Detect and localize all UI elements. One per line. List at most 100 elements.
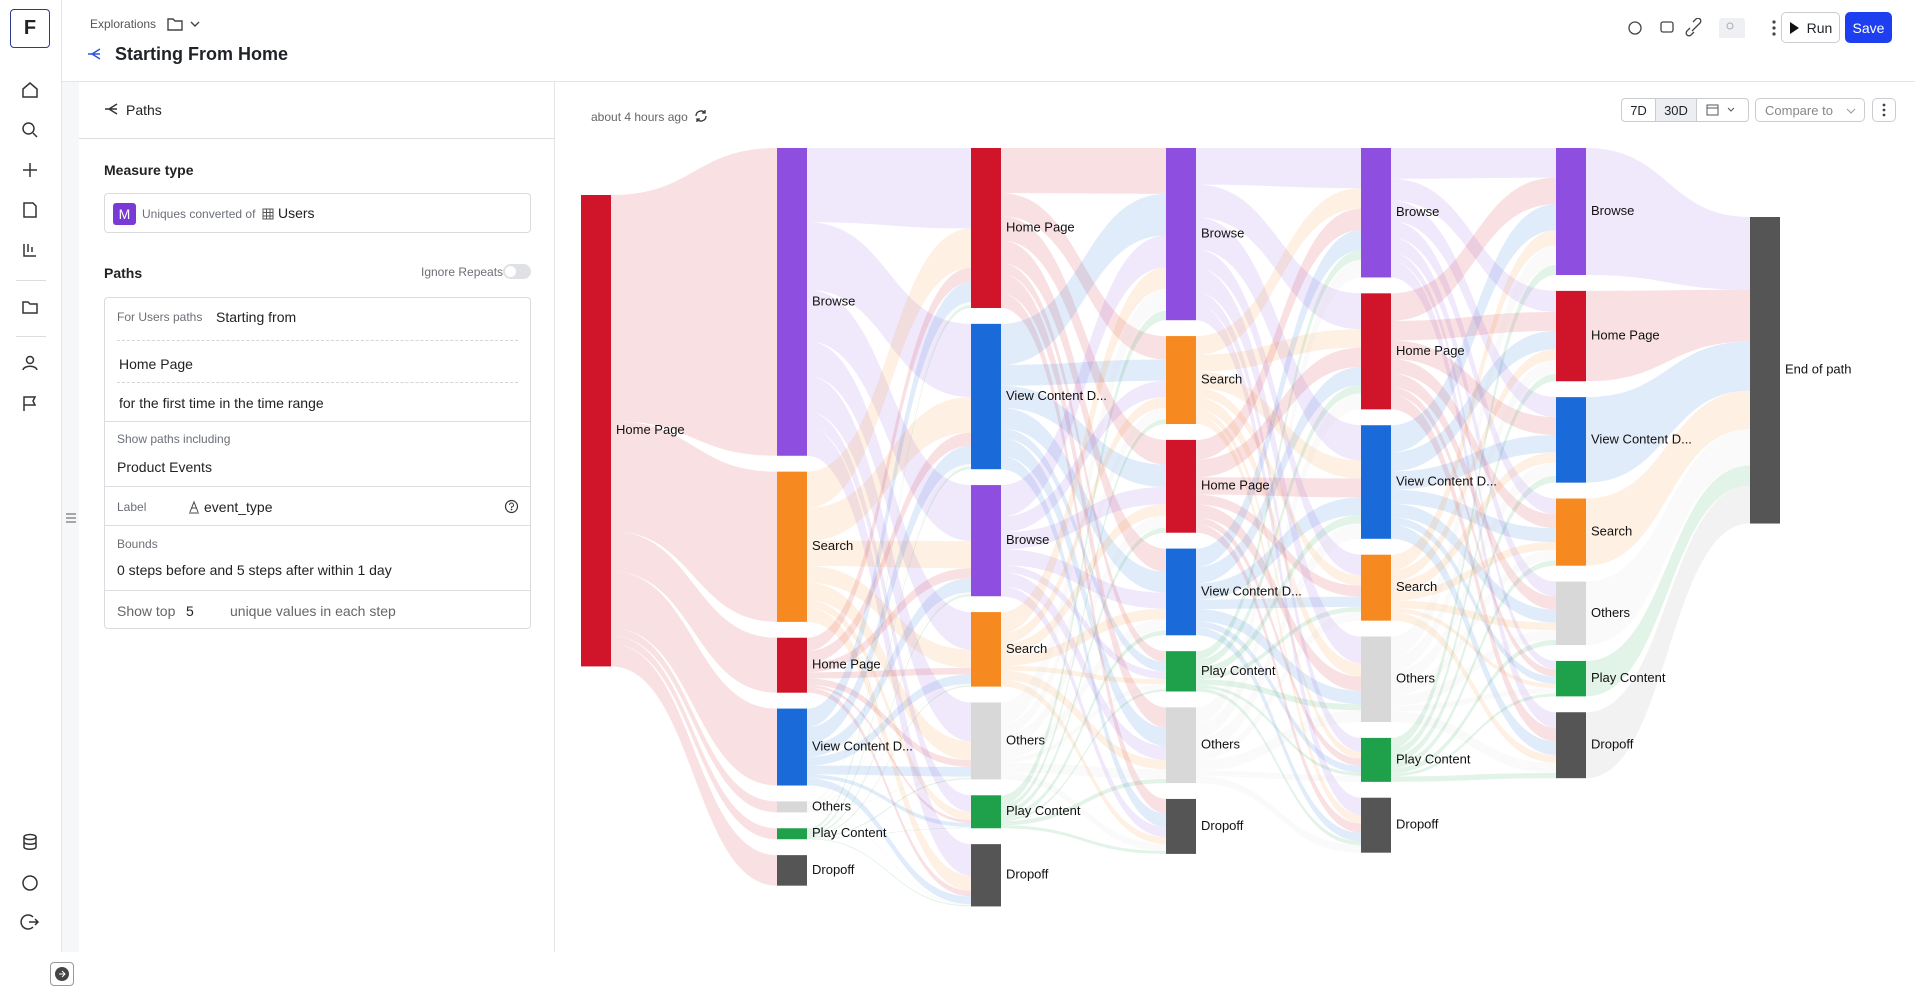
link bbox=[807, 600, 971, 820]
link bbox=[1586, 429, 1750, 646]
link bbox=[1391, 349, 1556, 582]
range-30d[interactable]: 30D bbox=[1655, 98, 1697, 122]
refresh-icon[interactable] bbox=[693, 108, 709, 124]
link bbox=[1391, 772, 1556, 782]
search-icon[interactable] bbox=[20, 120, 40, 140]
bounds-value[interactable]: 0 steps before and 5 steps after within … bbox=[117, 562, 392, 578]
divider bbox=[117, 382, 518, 383]
label-value[interactable]: event_type bbox=[204, 499, 273, 515]
node-label: Search bbox=[1006, 641, 1047, 656]
link bbox=[1196, 517, 1361, 766]
save-button[interactable]: Save bbox=[1845, 12, 1892, 43]
breadcrumb[interactable]: Explorations bbox=[90, 17, 157, 31]
link bbox=[1391, 360, 1556, 672]
database-icon[interactable] bbox=[20, 832, 40, 852]
divider bbox=[105, 590, 530, 591]
link bbox=[807, 776, 971, 811]
node-label: Play Content bbox=[1591, 670, 1666, 685]
ignore-repeats-toggle[interactable] bbox=[503, 264, 531, 279]
paths-title: Paths bbox=[104, 265, 143, 281]
link bbox=[1391, 230, 1556, 571]
lab-icon[interactable] bbox=[20, 240, 40, 260]
link bbox=[1001, 515, 1166, 747]
divider bbox=[16, 280, 46, 281]
show-paths-value[interactable]: Product Events bbox=[117, 459, 212, 475]
link bbox=[1001, 397, 1166, 644]
link bbox=[807, 432, 971, 664]
link bbox=[1391, 608, 1556, 689]
link bbox=[1001, 216, 1166, 465]
link bbox=[1391, 489, 1556, 543]
add-icon[interactable] bbox=[20, 160, 40, 180]
logo[interactable]: F bbox=[10, 9, 50, 48]
link bbox=[807, 411, 971, 812]
link bbox=[1001, 407, 1166, 736]
logout-icon[interactable] bbox=[20, 912, 40, 932]
link bbox=[1586, 390, 1750, 566]
node bbox=[971, 612, 1001, 687]
node bbox=[1361, 797, 1391, 853]
expand-button[interactable] bbox=[50, 962, 74, 986]
node-label: Others bbox=[1396, 671, 1436, 686]
link bbox=[611, 635, 777, 840]
link bbox=[1001, 487, 1166, 550]
link bbox=[1391, 462, 1556, 685]
node-label: End of path bbox=[1785, 362, 1852, 377]
link bbox=[1586, 341, 1750, 483]
measure-box[interactable]: M Uniques converted of Users bbox=[104, 193, 531, 233]
start-event[interactable]: Home Page bbox=[119, 356, 193, 372]
date-picker[interactable] bbox=[1696, 98, 1749, 122]
edit-icon[interactable] bbox=[20, 200, 40, 220]
run-button[interactable]: Run bbox=[1781, 12, 1840, 43]
flag-icon[interactable] bbox=[20, 394, 40, 414]
starting-select[interactable]: Starting from bbox=[216, 309, 297, 325]
link bbox=[1391, 237, 1556, 597]
node bbox=[1361, 293, 1391, 410]
more-button[interactable] bbox=[1872, 98, 1896, 122]
link bbox=[1196, 494, 1361, 597]
node bbox=[1556, 290, 1586, 382]
node-label: Home Page bbox=[812, 657, 881, 672]
node bbox=[1556, 712, 1586, 779]
home-icon[interactable] bbox=[20, 80, 40, 100]
link bbox=[1196, 249, 1361, 576]
link bbox=[1196, 250, 1361, 660]
link bbox=[1001, 438, 1166, 746]
links bbox=[611, 148, 1750, 907]
link bbox=[1196, 504, 1361, 691]
show-top-value[interactable]: 5 bbox=[186, 603, 194, 619]
node-label: View Content D... bbox=[812, 738, 913, 753]
first-time[interactable]: for the first time in the time range bbox=[119, 395, 324, 411]
link bbox=[807, 148, 971, 229]
node-label: Browse bbox=[1006, 532, 1049, 547]
panel-tab[interactable]: Paths bbox=[126, 102, 162, 118]
link bbox=[611, 571, 777, 786]
link bbox=[1586, 485, 1750, 779]
link bbox=[807, 540, 971, 569]
link bbox=[1001, 665, 1166, 685]
header-icons[interactable] bbox=[1624, 18, 1794, 38]
node-label: Browse bbox=[1396, 204, 1439, 219]
page-title: Starting From Home bbox=[115, 44, 289, 64]
node bbox=[1556, 660, 1586, 697]
user-icon[interactable] bbox=[20, 353, 40, 373]
node-label: Search bbox=[1396, 579, 1437, 594]
help-icon[interactable] bbox=[20, 873, 40, 893]
node-label: Search bbox=[1591, 524, 1632, 539]
list-icon[interactable] bbox=[65, 512, 77, 524]
compare-select[interactable]: Compare to bbox=[1755, 98, 1865, 122]
link bbox=[1196, 292, 1361, 752]
folder-icon[interactable] bbox=[20, 297, 40, 317]
link bbox=[807, 592, 971, 809]
link bbox=[807, 289, 971, 541]
link bbox=[807, 810, 971, 828]
node bbox=[971, 485, 1001, 597]
help-icon[interactable] bbox=[504, 499, 519, 514]
folder-dropdown[interactable] bbox=[166, 15, 206, 33]
link bbox=[1001, 267, 1166, 634]
link bbox=[807, 778, 971, 905]
play-icon bbox=[1789, 21, 1799, 34]
divider bbox=[117, 340, 518, 341]
divider bbox=[79, 138, 554, 139]
link bbox=[807, 674, 971, 766]
